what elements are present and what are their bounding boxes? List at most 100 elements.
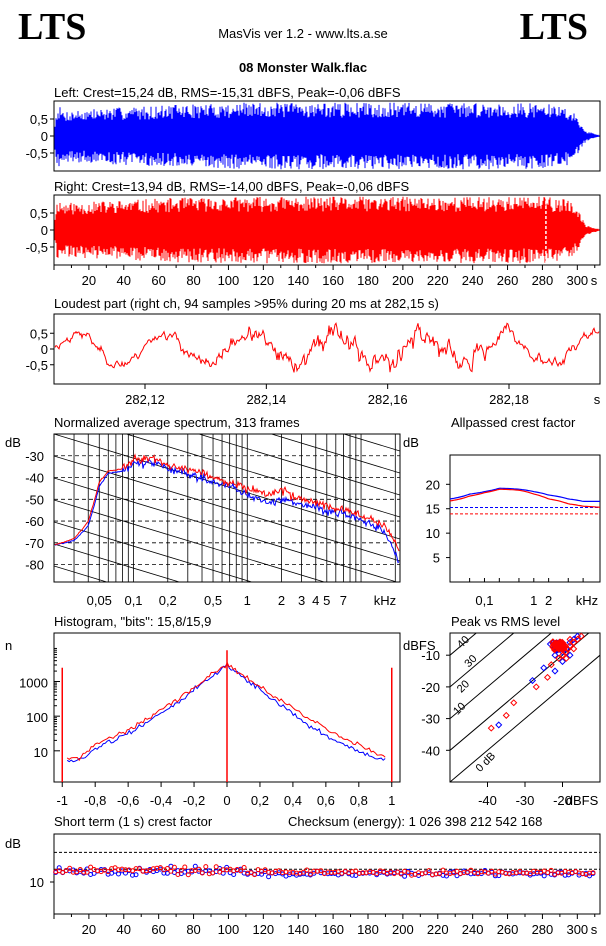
short-term-crest-point-left (259, 871, 265, 877)
allpassed-crest-title: Allpassed crest factor (451, 415, 576, 430)
short-term-crest-point-right (213, 864, 219, 870)
peak-vs-rms-ytick-label: -30 (421, 712, 440, 727)
histogram-ytick-label: 100 (26, 710, 48, 725)
short-term-crest-point-right (405, 870, 411, 876)
right-waveform-xtick-label: 160 (322, 273, 344, 288)
short-term-crest-xtick-label: 160 (322, 922, 344, 937)
short-term-crest-xtick-label: 120 (252, 922, 274, 937)
short-term-crest-xtick-label: 100 (218, 922, 240, 937)
loudest-part-signal (54, 322, 600, 373)
peak-vs-rms-xtick-label: -30 (516, 793, 535, 808)
avg-spectrum-ytick-label: -30 (25, 449, 44, 464)
peak-vs-rms-xtick-label: -20 (553, 793, 572, 808)
avg-spectrum-slope-line (54, 521, 254, 582)
right-waveform-xtick-label: 140 (287, 273, 309, 288)
allpassed-crest-xtick-label: 1 (530, 593, 537, 608)
avg-spectrum-slope-line (54, 543, 181, 582)
peak-vs-rms-ytick-label: -20 (421, 680, 440, 695)
short-term-crest-point-right (590, 870, 596, 876)
peak-vs-rms-point-left (551, 667, 559, 675)
short-term-crest-point-right (185, 872, 191, 878)
short-term-crest-point-right (398, 871, 404, 877)
short-term-crest-point-right (374, 871, 380, 876)
short-term-crest-point-right (328, 870, 334, 875)
short-term-crest-point-right (178, 867, 184, 873)
short-term-crest-point-right (241, 865, 247, 870)
histogram-xtick-label: 0,6 (317, 793, 335, 808)
peak-vs-rms-point-right (573, 635, 582, 643)
peak-vs-rms-point-right (562, 654, 570, 662)
short-term-crest-point-right (304, 867, 310, 873)
loudest-part-xtick-label: 282,12 (125, 392, 165, 407)
short-term-crest-checksum: Checksum (energy): 1 026 398 212 542 168 (288, 814, 542, 829)
loudest-part-ytick-label: -0,5 (26, 358, 48, 373)
lts-logo-right: LTS (519, 6, 588, 48)
short-term-crest-point-right (196, 866, 202, 872)
short-term-crest-point-left (444, 873, 449, 879)
short-term-crest-xtick-label: 80 (186, 922, 200, 937)
short-term-crest-point-right (77, 867, 83, 872)
peak-vs-rms-point-right (570, 638, 578, 647)
short-term-crest-point-right (468, 867, 474, 873)
peak-vs-rms-point-right (510, 699, 518, 707)
allpassed-crest-ytick-label: 20 (426, 477, 440, 492)
avg-spectrum-ytick-label: -50 (25, 492, 44, 507)
short-term-crest-xtick-label: 140 (287, 922, 309, 937)
histogram-series-left (66, 662, 386, 763)
avg-spectrum-ytick-label: -60 (25, 514, 44, 529)
histogram-xtick-label: 0,2 (251, 793, 269, 808)
avg-spectrum-title: Normalized average spectrum, 313 frames (54, 415, 300, 430)
short-term-crest-point-right (360, 870, 366, 876)
short-term-crest-ytick-label: 10 (30, 875, 44, 890)
short-term-crest-xtick-label: 20 (82, 922, 96, 937)
right-waveform-xtick-label: 200 (392, 273, 414, 288)
histogram-xtick-label: -1 (56, 793, 68, 808)
histogram-xtick-label: 0 (223, 793, 230, 808)
avg-spectrum-xtick-label: 3 (298, 593, 305, 608)
short-term-crest-point-right (74, 869, 80, 875)
histogram-xtick-label: -0,6 (117, 793, 139, 808)
peak-vs-rms-point-left (558, 657, 567, 666)
avg-spectrum-xtick-label: 7 (340, 593, 347, 608)
peak-vs-rms-point-right (557, 644, 565, 652)
peak-vs-rms-point-right (487, 724, 495, 732)
avg-spectrum-xtick-label: 0,2 (159, 593, 177, 608)
right-waveform-xtick-label: 100 (218, 273, 240, 288)
short-term-crest-xtick-label: 60 (151, 922, 165, 937)
short-term-crest-point-right (203, 864, 209, 870)
allpassed-crest-ytick-label: 5 (433, 551, 440, 566)
right-waveform-xtick-label: 260 (497, 273, 519, 288)
right-waveform-title: Right: Crest=13,94 dB, RMS=-14,00 dBFS, … (54, 179, 409, 194)
peak-vs-rms-point-right (532, 683, 540, 691)
histogram-series-right (66, 661, 386, 762)
short-term-crest-point-right (238, 868, 244, 874)
short-term-crest-point-right (307, 871, 313, 877)
short-term-crest-point-right (454, 868, 460, 874)
histogram-xtick-label: 0,4 (284, 793, 302, 808)
right-waveform-xtick-label: 120 (252, 273, 274, 288)
right-waveform-ytick-label: -0,5 (26, 240, 48, 255)
short-term-crest-point-right (423, 870, 429, 876)
peak-vs-rms-point-right (543, 673, 552, 681)
avg-spectrum-ytick-label: -70 (25, 536, 44, 551)
short-term-crest-xtick-label: 260 (497, 922, 519, 937)
peak-vs-rms-title: Peak vs RMS level (451, 614, 560, 629)
right-waveform-ytick-label: 0 (41, 223, 48, 238)
loudest-part-xtick-label: 282,18 (489, 392, 529, 407)
avg-spectrum-ytick-label: -40 (25, 471, 44, 486)
avg-spectrum-xtick-label: 5 (323, 593, 330, 608)
right-waveform-signal (54, 196, 600, 264)
right-waveform-xtick-label: 80 (186, 273, 200, 288)
short-term-crest-xtick-label: 300 (566, 922, 588, 937)
short-term-crest-point-right (353, 868, 359, 874)
short-term-crest-point-right (252, 872, 258, 878)
short-term-crest-xtick-label: 280 (532, 922, 554, 937)
avg-spectrum-slope-lines (54, 434, 400, 582)
short-term-crest-point-right (130, 868, 135, 874)
histogram-ytick-label: 10 (34, 745, 48, 760)
short-term-crest-point-right (489, 868, 495, 874)
left-waveform-ytick-label: 0 (41, 129, 48, 144)
peak-vs-rms-point-right (547, 661, 555, 669)
peak-vs-rms-point-left (540, 664, 548, 672)
lts-logo-left: LTS (18, 6, 87, 48)
